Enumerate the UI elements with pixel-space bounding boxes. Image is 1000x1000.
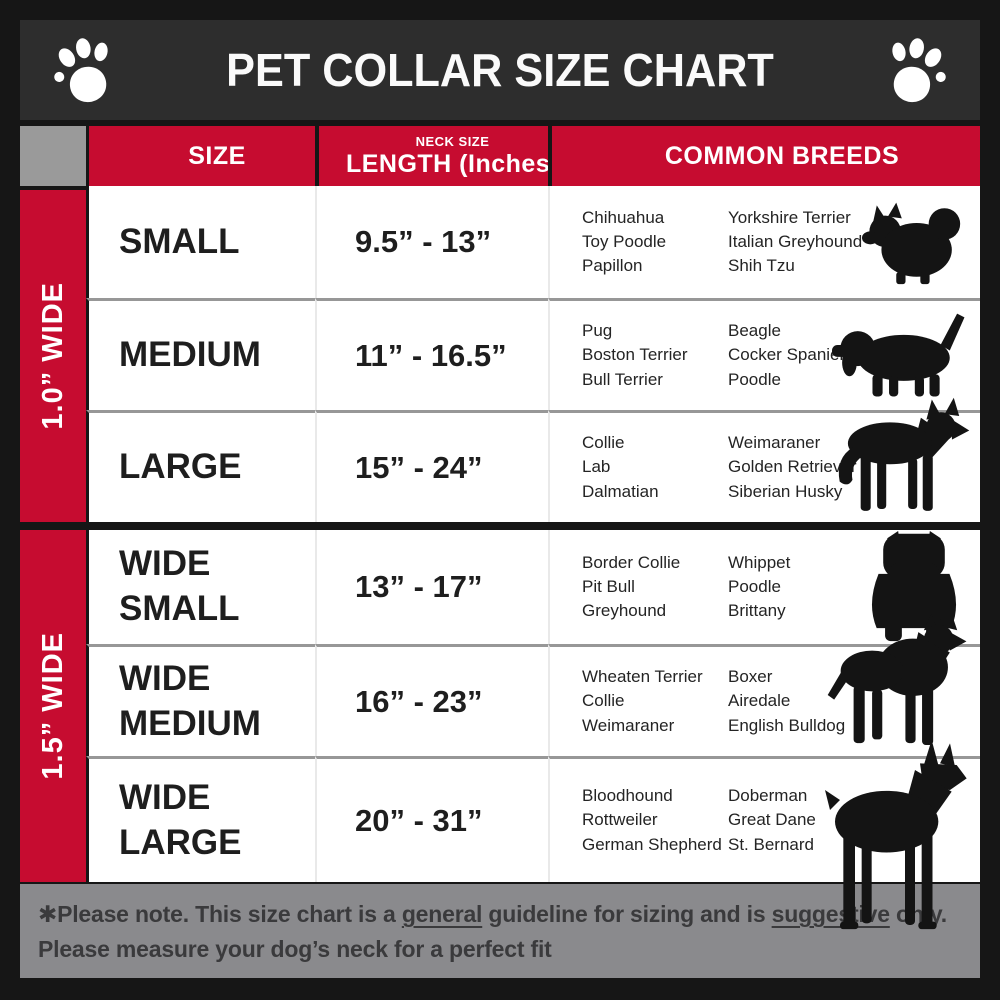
column-header-common-breeds: COMMON BREEDS bbox=[548, 126, 980, 186]
breed-list: Pug Boston Terrier Bull Terrier bbox=[582, 321, 688, 389]
length-cell: 16” - 23” bbox=[315, 644, 548, 756]
title-bar: PET COLLAR SIZE CHART bbox=[20, 20, 980, 120]
breeds-cell: Border Collie Pit Bull Greyhound Whippet… bbox=[548, 530, 980, 644]
corner-spacer bbox=[20, 126, 86, 186]
breed-list: Doberman Great Dane St. Bernard bbox=[728, 786, 816, 854]
underlined-word: general bbox=[401, 901, 483, 927]
breeds-cell: Chihuahua Toy Poodle Papillon Yorkshire … bbox=[548, 186, 980, 298]
length-cell: 15” - 24” bbox=[315, 410, 548, 522]
breed-list: Weimaraner Golden Retriever Siberian Hus… bbox=[728, 433, 857, 501]
breed-list: Beagle Cocker Spaniel Poodle bbox=[728, 321, 844, 389]
breeds-cell: Pug Boston Terrier Bull Terrier Beagle C… bbox=[548, 298, 980, 410]
pitbull-dog-icon bbox=[827, 613, 967, 745]
section-divider bbox=[20, 522, 980, 530]
column-header-size: SIZE bbox=[86, 126, 315, 186]
column-header-neck-length: NECK SIZE LENGTH (Inches) bbox=[315, 126, 559, 186]
breeds-cell: Wheaten Terrier Collie Weimaraner Boxer … bbox=[548, 613, 980, 756]
size-cell: WIDE MEDIUM bbox=[86, 644, 315, 756]
breeds-cell: Bloodhound Rottweiler German Shepherd Do… bbox=[548, 740, 980, 930]
size-cell: MEDIUM bbox=[86, 298, 315, 410]
section-label-1-inch-wide: 1.0” WIDE bbox=[20, 186, 86, 522]
bulldog-dog-icon bbox=[871, 531, 957, 642]
breed-list: Bloodhound Rottweiler German Shepherd bbox=[582, 786, 722, 854]
size-cell: SMALL bbox=[86, 186, 315, 298]
breed-list: Whippet Poodle Brittany bbox=[728, 552, 791, 621]
pomeranian-dog-icon bbox=[861, 202, 961, 285]
length-cell: 9.5” - 13” bbox=[315, 186, 548, 298]
size-chart-table: SIZE NECK SIZE LENGTH (Inches) COMMON BR… bbox=[20, 126, 980, 930]
length-cell: 13” - 17” bbox=[315, 530, 548, 644]
breeds-cell: Collie Lab Dalmatian Weimaraner Golden R… bbox=[548, 397, 980, 522]
breed-list: Collie Lab Dalmatian bbox=[582, 433, 659, 501]
breed-list: Yorkshire Terrier Italian Greyhound Shih… bbox=[728, 207, 863, 276]
length-cell: 11” - 16.5” bbox=[315, 298, 548, 410]
breed-list: Chihuahua Toy Poodle Papillon bbox=[582, 207, 667, 276]
doberman-dog-icon bbox=[825, 740, 967, 930]
size-cell: WIDE LARGE bbox=[86, 756, 315, 882]
paw-print-icon bbox=[54, 38, 108, 103]
footnote: ✱Please note. This size chart is a gener… bbox=[20, 884, 980, 978]
beagle-dog-icon bbox=[832, 313, 965, 396]
page-title: PET COLLAR SIZE CHART bbox=[226, 44, 774, 96]
breed-list: Border Collie Pit Bull Greyhound bbox=[582, 552, 681, 621]
footnote-line-1: ✱Please note. This size chart is a gener… bbox=[38, 901, 947, 927]
length-cell: 20” - 31” bbox=[315, 756, 548, 882]
size-cell: WIDE SMALL bbox=[86, 530, 315, 644]
breed-list: Wheaten Terrier Collie Weimaraner bbox=[582, 667, 703, 735]
section-label-1-5-inch-wide: 1.5” WIDE bbox=[20, 530, 86, 882]
husky-dog-icon bbox=[838, 397, 970, 511]
size-cell: LARGE bbox=[86, 410, 315, 522]
breed-list: Boxer Airedale English Bulldog bbox=[728, 667, 846, 735]
footnote-line-2: Please measure your dog’s neck for a per… bbox=[38, 935, 552, 962]
paw-print-icon bbox=[892, 38, 946, 103]
